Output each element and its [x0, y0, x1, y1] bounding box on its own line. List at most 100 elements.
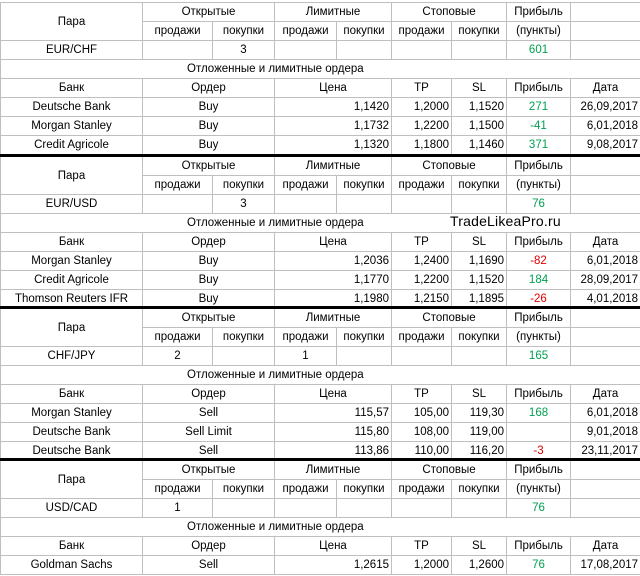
- profit-header[interactable]: Прибыль: [506, 458, 572, 480]
- order-price[interactable]: 1,1732: [274, 116, 392, 136]
- order-profit[interactable]: 184: [506, 270, 572, 290]
- limit-buys-header[interactable]: покупки: [336, 479, 392, 499]
- empty-cell[interactable]: [570, 479, 640, 499]
- pair-header[interactable]: Пара: [0, 306, 143, 347]
- open-header[interactable]: Открытые: [142, 2, 275, 22]
- date-header[interactable]: Дата: [570, 78, 640, 98]
- points-header[interactable]: (пункты): [506, 21, 572, 41]
- stop-buys[interactable]: [450, 498, 508, 518]
- stop-loss[interactable]: 1,2600: [450, 555, 508, 575]
- empty-cell[interactable]: [570, 498, 640, 518]
- limit-buys[interactable]: [336, 346, 392, 366]
- order-header[interactable]: Ордер: [142, 232, 275, 252]
- limit-sells-header[interactable]: продажи: [274, 175, 337, 195]
- bank-name[interactable]: Morgan Stanley: [0, 251, 143, 271]
- limit-buys[interactable]: [336, 498, 392, 518]
- open-sells-header[interactable]: продажи: [142, 327, 213, 347]
- bank-header[interactable]: Банк: [0, 384, 143, 404]
- limit-sells-header[interactable]: продажи: [274, 21, 337, 41]
- limit-sells[interactable]: [274, 40, 337, 60]
- limit-sells-header[interactable]: продажи: [274, 479, 337, 499]
- stop-sells-header[interactable]: продажи: [391, 175, 452, 195]
- bank-name[interactable]: Credit Agricole: [0, 270, 143, 290]
- order-type[interactable]: Buy: [142, 97, 275, 117]
- total-profit[interactable]: 165: [506, 346, 572, 366]
- order-date[interactable]: 6,01,2018: [570, 251, 640, 271]
- stop-sells[interactable]: [391, 346, 452, 366]
- order-date[interactable]: 6,01,2018: [570, 116, 640, 136]
- take-profit[interactable]: 1,2150: [391, 289, 452, 309]
- points-header[interactable]: (пункты): [506, 479, 572, 499]
- empty-cell[interactable]: [570, 21, 640, 41]
- bank-name[interactable]: Goldman Sachs: [0, 555, 143, 575]
- points-header[interactable]: (пункты): [506, 175, 572, 195]
- stop-header[interactable]: Стоповые: [390, 458, 508, 480]
- order-type[interactable]: Buy: [142, 135, 275, 155]
- empty-cell[interactable]: [570, 194, 640, 214]
- stop-buys[interactable]: [450, 346, 508, 366]
- order-price[interactable]: 1,1770: [274, 270, 392, 290]
- order-header[interactable]: Ордер: [142, 536, 275, 556]
- tp-header[interactable]: TP: [391, 536, 452, 556]
- limit-sells[interactable]: [274, 498, 337, 518]
- open-buys[interactable]: 3: [212, 194, 275, 214]
- sl-header[interactable]: SL: [450, 536, 508, 556]
- open-buys-header[interactable]: покупки: [212, 21, 275, 41]
- open-buys[interactable]: 3: [212, 40, 275, 60]
- profit-header[interactable]: Прибыль: [506, 2, 572, 22]
- stop-sells-header[interactable]: продажи: [391, 21, 452, 41]
- order-profit[interactable]: 168: [506, 403, 572, 423]
- tp-header[interactable]: TP: [391, 232, 452, 252]
- open-sells[interactable]: [142, 40, 213, 60]
- tp-header[interactable]: TP: [391, 384, 452, 404]
- stop-sells[interactable]: [391, 498, 452, 518]
- order-date[interactable]: 28,09,2017: [570, 270, 640, 290]
- price-header[interactable]: Цена: [274, 232, 392, 252]
- profit-header[interactable]: Прибыль: [506, 154, 572, 176]
- limit-sells[interactable]: 1: [274, 346, 337, 366]
- order-profit[interactable]: [506, 422, 572, 442]
- limit-buys-header[interactable]: покупки: [336, 175, 392, 195]
- take-profit[interactable]: 1,2000: [391, 555, 452, 575]
- take-profit[interactable]: 1,2400: [391, 251, 452, 271]
- empty-cell[interactable]: [570, 327, 640, 347]
- empty-cell[interactable]: [570, 458, 640, 480]
- empty-cell[interactable]: [570, 40, 640, 60]
- sl-header[interactable]: SL: [450, 384, 508, 404]
- order-profit[interactable]: -41: [506, 116, 572, 136]
- pair-header[interactable]: Пара: [0, 458, 143, 499]
- open-header[interactable]: Открытые: [142, 154, 275, 176]
- order-date[interactable]: 6,01,2018: [570, 403, 640, 423]
- open-sells[interactable]: 2: [142, 346, 213, 366]
- open-buys-header[interactable]: покупки: [212, 327, 275, 347]
- limit-buys[interactable]: [336, 194, 392, 214]
- stop-loss[interactable]: 1,1520: [450, 97, 508, 117]
- stop-sells-header[interactable]: продажи: [391, 327, 452, 347]
- open-header[interactable]: Открытые: [142, 458, 275, 480]
- limit-header[interactable]: Лимитные: [274, 154, 392, 176]
- open-header[interactable]: Открытые: [142, 306, 275, 328]
- stop-buys[interactable]: [450, 194, 508, 214]
- empty-cell[interactable]: [570, 346, 640, 366]
- date-header[interactable]: Дата: [570, 232, 640, 252]
- empty-cell[interactable]: [570, 154, 640, 176]
- bank-header[interactable]: Банк: [0, 536, 143, 556]
- stop-loss[interactable]: 119,00: [450, 422, 508, 442]
- pair-name[interactable]: EUR/USD: [0, 194, 143, 214]
- limit-buys-header[interactable]: покупки: [336, 21, 392, 41]
- sl-header[interactable]: SL: [450, 78, 508, 98]
- stop-header[interactable]: Стоповые: [390, 2, 508, 22]
- pending-orders-title[interactable]: Отложенные и лимитные ордера: [0, 517, 640, 537]
- pair-name[interactable]: USD/CAD: [0, 498, 143, 518]
- open-sells[interactable]: 1: [142, 498, 213, 518]
- take-profit[interactable]: 1,2200: [391, 270, 452, 290]
- order-type[interactable]: Buy: [142, 116, 275, 136]
- bank-name[interactable]: Deutsche Bank: [0, 422, 143, 442]
- open-buys[interactable]: [212, 346, 275, 366]
- date-header[interactable]: Дата: [570, 384, 640, 404]
- bank-name[interactable]: Deutsche Bank: [0, 97, 143, 117]
- stop-loss[interactable]: 119,30: [450, 403, 508, 423]
- profit-header[interactable]: Прибыль: [506, 536, 572, 556]
- limit-buys[interactable]: [336, 40, 392, 60]
- stop-buys-header[interactable]: покупки: [450, 21, 508, 41]
